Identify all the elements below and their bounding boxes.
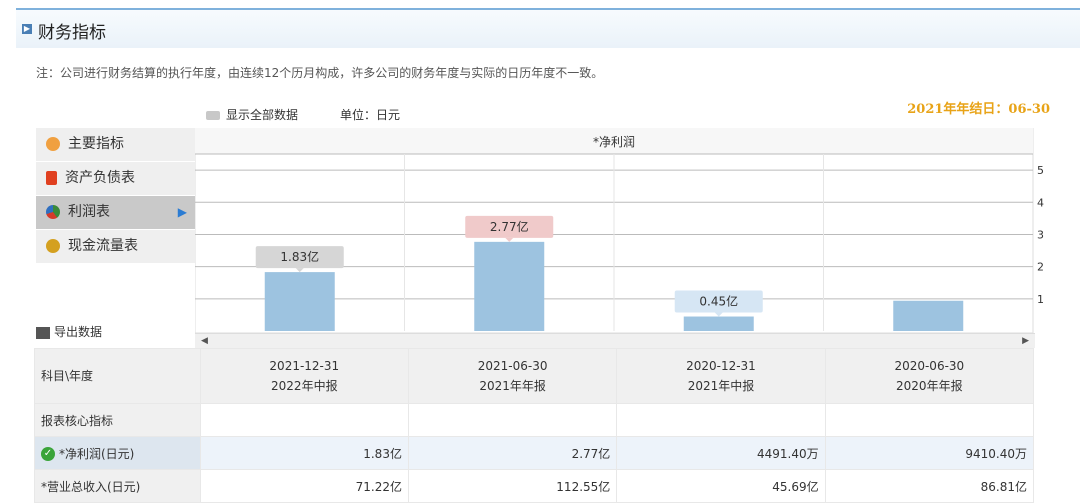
coins-icon bbox=[46, 239, 60, 253]
empty-cell bbox=[199, 403, 409, 437]
pie-icon bbox=[46, 205, 60, 219]
table-cell: 71.22亿 bbox=[199, 469, 409, 503]
chart-title: *净利润 bbox=[593, 135, 635, 149]
data-label-pointer bbox=[714, 312, 723, 317]
menu-item-main-indicators[interactable]: 主要指标 bbox=[36, 128, 195, 162]
y-tick-label: 1 bbox=[1037, 293, 1044, 306]
bar bbox=[264, 272, 335, 331]
export-label: 导出数据 bbox=[54, 325, 103, 339]
show-all-label: 显示全部数据 bbox=[226, 108, 299, 122]
toggle-icon bbox=[206, 111, 220, 120]
menu-item-balance-sheet[interactable]: 资产负债表 bbox=[36, 162, 195, 196]
bar bbox=[893, 300, 964, 331]
column-date: 2021-06-30 bbox=[477, 359, 548, 373]
empty-cell bbox=[824, 403, 1035, 437]
y-tick-label: 4 bbox=[1037, 196, 1044, 209]
bar bbox=[474, 241, 545, 331]
column-header: 2021-06-30 2021年年报 bbox=[407, 348, 618, 404]
column-header: 2020-12-31 2021年中报 bbox=[616, 348, 826, 404]
table-cell: 86.81亿 bbox=[824, 469, 1035, 503]
table-cell: 1.83亿 bbox=[199, 436, 409, 470]
header-label: 科目\年度 bbox=[34, 348, 201, 404]
row-label: *营业总收入(日元) bbox=[34, 469, 201, 503]
empty-cell bbox=[616, 403, 826, 437]
scroll-right-icon[interactable]: ▶ bbox=[1022, 336, 1029, 346]
table-row-net-profit[interactable]: ✓ *净利润(日元) 1.83亿 2.77亿 4491.40万 9410.40万 bbox=[34, 436, 1035, 470]
column-report: 2021年年报 bbox=[479, 379, 546, 393]
export-data-button[interactable]: 导出数据 bbox=[36, 323, 102, 340]
menu-label: 利润表 bbox=[68, 204, 110, 220]
data-label: 2.77亿 bbox=[490, 219, 529, 234]
table-cell: 4491.40万 bbox=[616, 436, 826, 470]
data-label: 1.83亿 bbox=[280, 249, 319, 264]
data-label-bg bbox=[255, 246, 344, 269]
section-arrow-icon: ▶ bbox=[22, 24, 32, 34]
document-icon bbox=[46, 171, 57, 185]
empty-cell bbox=[407, 403, 618, 437]
scroll-left-icon[interactable]: ◀ bbox=[201, 336, 208, 346]
column-report: 2021年中报 bbox=[687, 379, 755, 393]
table-cell: 2.77亿 bbox=[407, 436, 618, 470]
chevron-right-icon: ▶ bbox=[177, 205, 187, 219]
section-header bbox=[16, 8, 1080, 48]
data-label-bg bbox=[465, 215, 554, 238]
table-cell: 9410.40万 bbox=[824, 436, 1035, 470]
menu-label: 资产负债表 bbox=[65, 170, 135, 186]
table-header-row: 科目\年度 2021-12-31 2022年中报 2021-06-30 2021年年… bbox=[34, 348, 1035, 404]
chart-title-bar bbox=[195, 128, 1033, 154]
data-label: 0.45亿 bbox=[699, 294, 738, 309]
column-date: 2021-12-31 bbox=[269, 359, 340, 373]
section-title: 财务指标 bbox=[38, 23, 106, 43]
data-label-bg bbox=[674, 290, 763, 313]
net-profit-chart: *净利润 1.83亿 2.77亿 0.45亿 1 2 3 4 5 bbox=[195, 128, 1044, 333]
row-label: ✓ *净利润(日元) bbox=[34, 436, 201, 470]
menu-label: 现金流量表 bbox=[68, 238, 138, 254]
fiscal-note: 注：公司进行财务结算的执行年度，由连续12个历月构成，许多公司的财务年度与实际的… bbox=[36, 66, 604, 80]
show-all-toggle[interactable]: 显示全部数据 bbox=[206, 106, 298, 123]
table-cell: 45.69亿 bbox=[616, 469, 826, 503]
row-label-text: *净利润(日元) bbox=[59, 446, 135, 461]
section-row: 报表核心指标 bbox=[34, 403, 1035, 437]
menu-label: 主要指标 bbox=[68, 136, 124, 152]
fiscal-year-end: 2021年年结日：06-30 bbox=[907, 102, 1050, 117]
column-report: 2020年年报 bbox=[896, 379, 963, 393]
side-menu: 主要指标 资产负债表 利润表 ▶ 现金流量表 bbox=[36, 128, 195, 264]
column-date: 2020-06-30 bbox=[894, 359, 965, 373]
column-date: 2020-12-31 bbox=[686, 359, 756, 373]
chart-scrollbar[interactable]: ◀ ▶ bbox=[195, 333, 1035, 348]
export-icon bbox=[36, 326, 50, 339]
data-label-pointer bbox=[505, 237, 514, 242]
menu-item-income-statement[interactable]: 利润表 ▶ bbox=[36, 196, 195, 230]
column-report: 2022年中报 bbox=[271, 379, 338, 393]
column-header: 2020-06-30 2020年年报 bbox=[824, 348, 1035, 404]
flower-icon bbox=[46, 137, 60, 151]
table-cell: 112.55亿 bbox=[407, 469, 618, 503]
financial-table: 科目\年度 2021-12-31 2022年中报 2021-06-30 2021年年… bbox=[34, 348, 1035, 503]
data-label-pointer bbox=[295, 268, 304, 273]
check-icon: ✓ bbox=[41, 447, 55, 461]
section-label: 报表核心指标 bbox=[34, 403, 201, 437]
bar bbox=[683, 316, 754, 331]
y-tick-label: 2 bbox=[1037, 261, 1044, 274]
y-tick-label: 3 bbox=[1037, 228, 1044, 241]
y-tick-label: 5 bbox=[1037, 164, 1044, 177]
column-header: 2021-12-31 2022年中报 bbox=[199, 348, 409, 404]
unit-label: 单位：日元 bbox=[340, 108, 401, 122]
table-row-revenue[interactable]: *营业总收入(日元) 71.22亿 112.55亿 45.69亿 86.81亿 bbox=[34, 469, 1035, 503]
menu-item-cash-flow[interactable]: 现金流量表 bbox=[36, 230, 195, 264]
